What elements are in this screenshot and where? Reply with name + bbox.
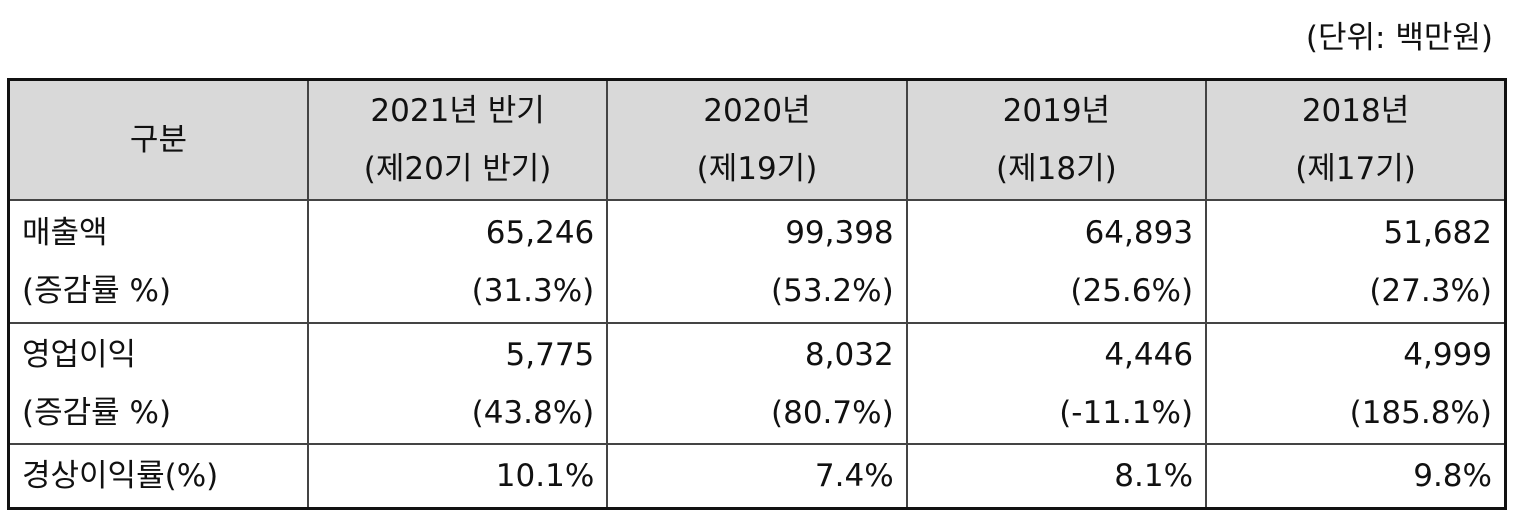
cell-line: (185.8%)	[1349, 394, 1492, 431]
table-row: 경상이익률(%) 10.1% 7.4% 8.1% 9.8%	[7, 443, 1507, 510]
header-cell: 구분	[7, 78, 309, 201]
table-row: 영업이익 (증감률 %) 5,775 (43.8%) 8,032 (80.7%) 4,446…	[7, 322, 1507, 445]
cell-line: (제18기)	[996, 151, 1117, 187]
header-cell: 2021년 반기 (제20기 반기)	[306, 78, 609, 201]
value-cell: 10.1%	[306, 443, 609, 510]
cell-line: (-11.1%)	[1059, 394, 1194, 431]
cell-line: 2021년 반기	[370, 93, 545, 129]
cell-line: 99,398	[785, 214, 894, 251]
value-cell: 51,682 (27.3%)	[1205, 199, 1507, 324]
cell-line: 5,775	[505, 336, 595, 373]
cell-line: 51,682	[1383, 214, 1492, 251]
value-cell: 8.1%	[905, 443, 1208, 510]
value-cell: 5,775 (43.8%)	[306, 322, 609, 445]
cell-line: (증감률 %)	[22, 272, 172, 309]
value-cell: 4,999 (185.8%)	[1205, 322, 1507, 445]
value-cell: 65,246 (31.3%)	[306, 199, 609, 324]
cell-line: (제19기)	[696, 151, 818, 187]
cell-line: 8.1%	[1114, 458, 1194, 494]
cell-line: 9.8%	[1413, 458, 1492, 494]
value-cell: 64,893 (25.6%)	[905, 199, 1208, 324]
value-cell: 8,032 (80.7%)	[606, 322, 908, 445]
cell-line: (80.7%)	[771, 394, 894, 431]
cell-line: 4,999	[1403, 336, 1492, 373]
cell-line: 65,246	[485, 214, 595, 251]
value-cell: 4,446 (-11.1%)	[905, 322, 1208, 445]
cell-line: 영업이익	[22, 336, 137, 373]
cell-line: 매출액	[22, 214, 108, 251]
header-row: 구분 2021년 반기 (제20기 반기) 2020년 (제19기) 2019년 (제18기…	[7, 78, 1507, 201]
row-label: 매출액 (증감률 %)	[7, 199, 309, 324]
cell-line: (53.2%)	[771, 272, 894, 309]
cell-line: (27.3%)	[1369, 272, 1492, 309]
cell-line: 구분	[129, 122, 187, 158]
cell-line: 2019년	[1002, 93, 1111, 129]
cell-line: 8,032	[804, 336, 894, 373]
cell-line: (43.8%)	[471, 394, 595, 431]
value-cell: 9.8%	[1205, 443, 1507, 510]
cell-line: (제17기)	[1295, 151, 1416, 187]
row-label: 영업이익 (증감률 %)	[7, 322, 309, 445]
table-row: 매출액 (증감률 %) 65,246 (31.3%) 99,398 (53.2%) 64,8…	[7, 199, 1507, 324]
value-cell: 99,398 (53.2%)	[606, 199, 908, 324]
row-label: 경상이익률(%)	[7, 443, 309, 510]
value-cell: 7.4%	[606, 443, 908, 510]
table-body: 매출액 (증감률 %) 65,246 (31.3%) 99,398 (53.2%) 64,8…	[7, 199, 1507, 510]
cell-line: (제20기 반기)	[363, 151, 552, 187]
cell-line: 2020년	[703, 93, 811, 129]
cell-line: (증감률 %)	[22, 394, 172, 431]
cell-line: 2018년	[1301, 93, 1410, 129]
unit-note: (단위: 백만원)	[1305, 20, 1493, 56]
cell-line: (25.6%)	[1070, 272, 1194, 309]
header-cell: 2020년 (제19기)	[606, 78, 908, 201]
header-cell: 2018년 (제17기)	[1205, 78, 1507, 201]
header-cell: 2019년 (제18기)	[905, 78, 1208, 201]
cell-line: 64,893	[1084, 214, 1194, 251]
financial-table: 구분 2021년 반기 (제20기 반기) 2020년 (제19기) 2019년 (제18기…	[7, 78, 1507, 510]
cell-line: 4,446	[1104, 336, 1194, 373]
cell-line: 10.1%	[495, 458, 595, 494]
cell-line: 7.4%	[814, 458, 894, 494]
cell-line: (31.3%)	[471, 272, 595, 309]
cell-line: 경상이익률(%)	[22, 458, 219, 494]
